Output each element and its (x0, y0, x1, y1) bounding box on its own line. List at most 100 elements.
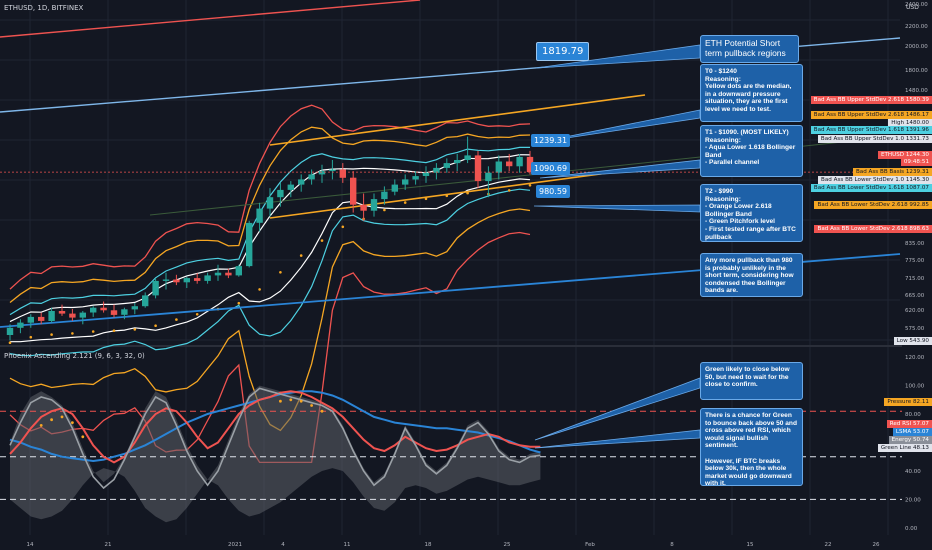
candle-body (287, 184, 294, 190)
basis-dot (258, 288, 261, 291)
price-axis-label: Bad Ass BB Lower StdDev 1.618 1087.07 (810, 184, 932, 192)
candle-body (6, 327, 14, 335)
y-tick-label: 775.00 (905, 258, 925, 264)
indicator-title[interactable]: Phoenix Ascending 2.121 (9, 6, 3, 32, 0) (4, 352, 145, 360)
candle-body (433, 167, 440, 173)
candle-body (246, 222, 253, 267)
candle-body (308, 174, 315, 180)
osc-y-tick-label: 20.00 (905, 497, 921, 503)
osc-y-tick-label: 100.00 (905, 384, 925, 390)
price-tag-1819: 1819.79 (536, 42, 590, 61)
price-axis-label: Bad Ass BB Lower StdDev 1.0 1145.30 (818, 176, 932, 184)
candle-body (162, 279, 170, 281)
price-axis-label: Bad Ass BB Upper StdDev 2.618 1580.39 (810, 96, 932, 104)
price-axis-label: Bad Ass BB Upper StdDev 1.618 1391.96 (810, 126, 932, 134)
basis-dot (320, 239, 324, 242)
pressure-dot (39, 424, 43, 427)
candle-body (110, 310, 118, 315)
currency-label: USD (906, 4, 919, 11)
x-tick-label: 11 (344, 542, 351, 548)
price-axis-label: Bad Ass BB Lower StdDev 2.618 898.63 (814, 225, 932, 233)
basis-dot (279, 271, 282, 274)
x-axis: 14 21 2021 4 11 18 25 Feb 8 15 22 26 (27, 542, 880, 548)
series-energy (9, 387, 541, 490)
candle-body (298, 179, 305, 185)
basis-dot (133, 328, 137, 331)
pressure-dot (289, 398, 293, 402)
price-axis-label: High 1480.00 (888, 119, 932, 127)
y-axis: 2400.002200.002000.001800.001480.001040.… (902, 0, 932, 550)
candle-body (381, 191, 388, 200)
pressure-dot (310, 404, 313, 407)
x-tick-label: 2021 (228, 542, 242, 548)
callout-t1: T1 - $1090. (MOST LIKELY) Reasoning: - A… (700, 125, 803, 177)
price-axis-label: Low 543.90 (893, 337, 932, 345)
x-tick-label: Feb (585, 542, 595, 548)
candle-body (194, 278, 201, 281)
candle-body (360, 204, 367, 211)
candle-body (183, 278, 190, 283)
candle-body (402, 179, 409, 185)
pressure-dot (81, 435, 85, 439)
price-axis-label: Bad Ass BB Basis 1239.31 (852, 168, 932, 176)
price-axis-label: 09:48:51 (900, 158, 932, 166)
oscillator-value-label: Pressure 82.11 (884, 398, 932, 406)
x-tick-label: 26 (873, 542, 880, 548)
price-axis-label: Bad Ass BB Upper StdDev 1.0 1331.73 (817, 135, 932, 143)
basis-dot (528, 184, 532, 187)
candle-body (318, 171, 326, 175)
y-tick-label: 620.00 (905, 308, 925, 314)
candle-body (121, 309, 128, 315)
candle-body (142, 295, 149, 307)
price-tag-1090: 1090.69 (531, 162, 571, 175)
candle-body (443, 163, 450, 168)
pressure-dot (60, 415, 64, 419)
candle-body (485, 172, 492, 182)
bb-upper-2618-red (9, 104, 531, 290)
candle-body (17, 322, 24, 328)
candle-body (329, 169, 336, 172)
price-tag-980: 980.59 (536, 185, 570, 198)
price-axis-label: ETHUSD 1244.30 (877, 151, 932, 159)
candle-body (48, 311, 55, 321)
candle-body (422, 172, 430, 176)
pressure-dot (71, 421, 74, 424)
basis-dot (50, 333, 53, 336)
osc-y-tick-label: 0.00 (905, 526, 918, 532)
pressure-dot (299, 399, 303, 403)
x-tick-label: 14 (27, 542, 34, 548)
bb-upper-2618-orange (9, 126, 531, 304)
basis-dot (341, 225, 345, 229)
y-tick-label: 2200.00 (905, 24, 928, 30)
candle-body (152, 280, 159, 296)
x-tick-label: 21 (105, 542, 112, 548)
channel-top (269, 94, 646, 146)
candle-body (277, 189, 284, 198)
candle-body (506, 161, 513, 167)
candle-body (235, 266, 242, 276)
symbol-title[interactable]: ETHUSD, 1D, BITFINEX (4, 4, 84, 12)
callout-pointers (533, 44, 701, 449)
candle-body (495, 161, 502, 173)
candle-body (69, 313, 76, 318)
candle-body (173, 279, 180, 283)
candle-body (516, 156, 523, 167)
candle-body (526, 156, 534, 173)
y-tick-label: 2000.00 (905, 44, 928, 50)
pressure-dot (279, 399, 282, 403)
basis-dot (383, 208, 386, 212)
basis-dot (29, 335, 33, 339)
y-tick-label: 2400.00 (905, 2, 928, 8)
candle-body (214, 272, 222, 276)
basis-dot (175, 318, 178, 321)
price-axis-label: Bad Ass BB Upper StdDev 2.618 1486.17 (810, 111, 932, 119)
basis-dot (112, 329, 116, 333)
candle-body (58, 311, 66, 314)
oscillator-value-label: Red RSI 57.07 (886, 420, 932, 428)
price-tag-1239: 1239.31 (531, 134, 571, 147)
series-red-rsi (9, 390, 541, 464)
candle-body (370, 199, 378, 211)
callout-t2: T2 - $990 Reasoning: - Orange Lower 2.61… (700, 184, 803, 242)
candle-body (131, 306, 138, 310)
candle-body (454, 160, 461, 164)
